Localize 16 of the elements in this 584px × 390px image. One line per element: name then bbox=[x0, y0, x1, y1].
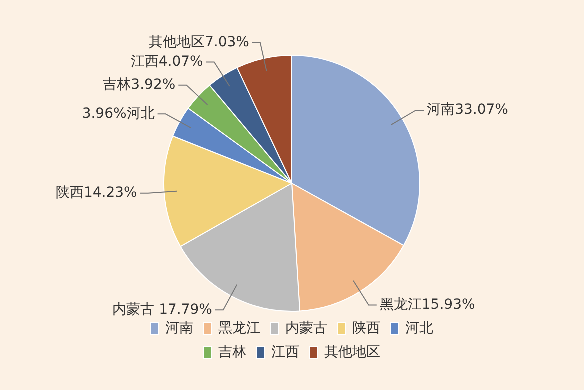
legend-label: 陕西 bbox=[352, 320, 380, 337]
data-label: 黑龙江15.93% bbox=[380, 296, 476, 313]
legend-label: 内蒙古 bbox=[286, 320, 328, 337]
legend-label: 其他地区 bbox=[324, 344, 380, 361]
legend-label: 黑龙江 bbox=[218, 320, 260, 337]
data-label: 河南33.07% bbox=[427, 102, 508, 118]
data-label: 吉林3.92% bbox=[103, 76, 176, 93]
data-label: 陕西14.23% bbox=[56, 185, 138, 202]
data-label: 其他地区7.03% bbox=[148, 34, 250, 51]
data-label: 3.96%河北 bbox=[82, 106, 155, 122]
legend-label: 河南 bbox=[166, 320, 194, 337]
legend-label: 河北 bbox=[406, 320, 434, 337]
data-label: 江西4.07% bbox=[130, 54, 204, 70]
data-label: 内蒙古 17.79% bbox=[112, 302, 212, 318]
legend-label: 江西 bbox=[272, 344, 300, 361]
legend-label: 吉林 bbox=[218, 344, 246, 361]
